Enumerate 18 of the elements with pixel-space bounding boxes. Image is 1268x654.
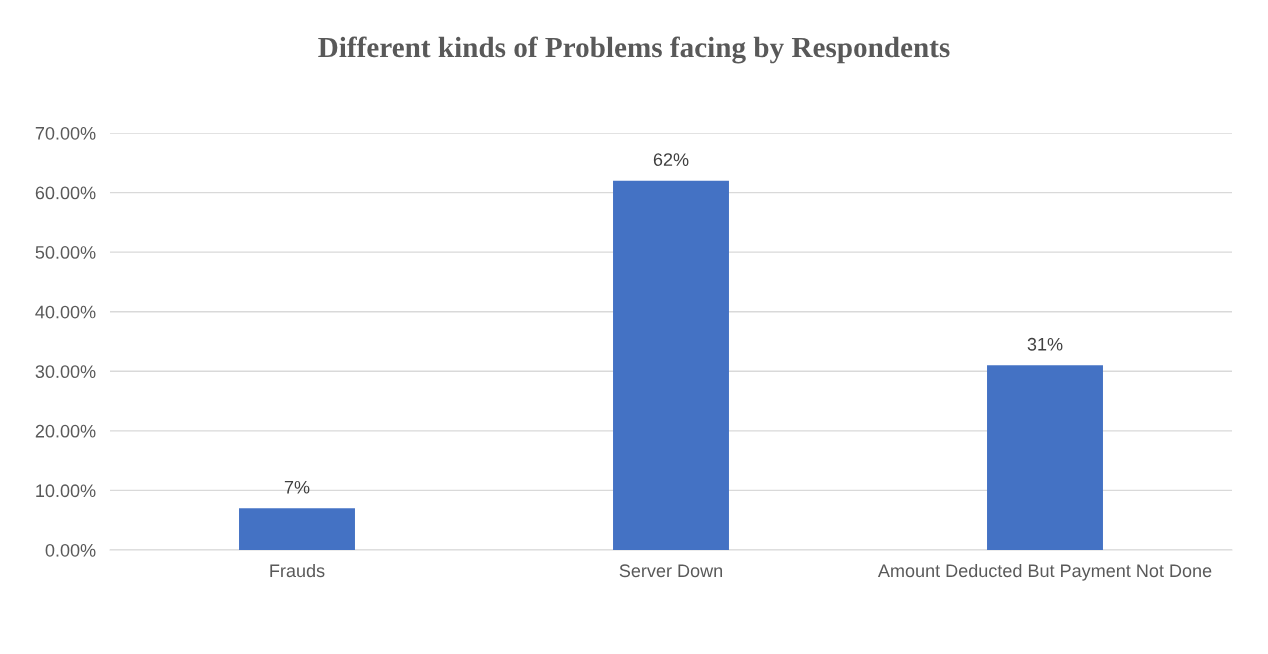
y-tick-label: 40.00% [35,305,96,319]
y-tick-label: 60.00% [35,186,96,200]
y-tick-label: 0.00% [45,543,96,557]
y-tick-label: 50.00% [35,246,96,259]
bar [987,365,1103,550]
x-tick-label: Frauds [270,563,325,578]
data-label: 31% [1027,337,1063,351]
y-tick-label: 10.00% [36,484,96,498]
y-tick-label: 30.00% [35,365,96,379]
y-tick-label: 70.00% [35,126,96,140]
bar [239,508,355,550]
y-tick-label: 20.00% [35,424,96,438]
x-tick-label: Server Down [619,564,723,578]
x-tick-label: Amount Deducted But Payment Not Done [877,563,1212,581]
bar [613,180,729,550]
data-label: 7% [284,480,310,494]
chart-title: Different kinds of Problems facing by Respondents [318,36,950,64]
data-label: 62% [653,153,689,166]
